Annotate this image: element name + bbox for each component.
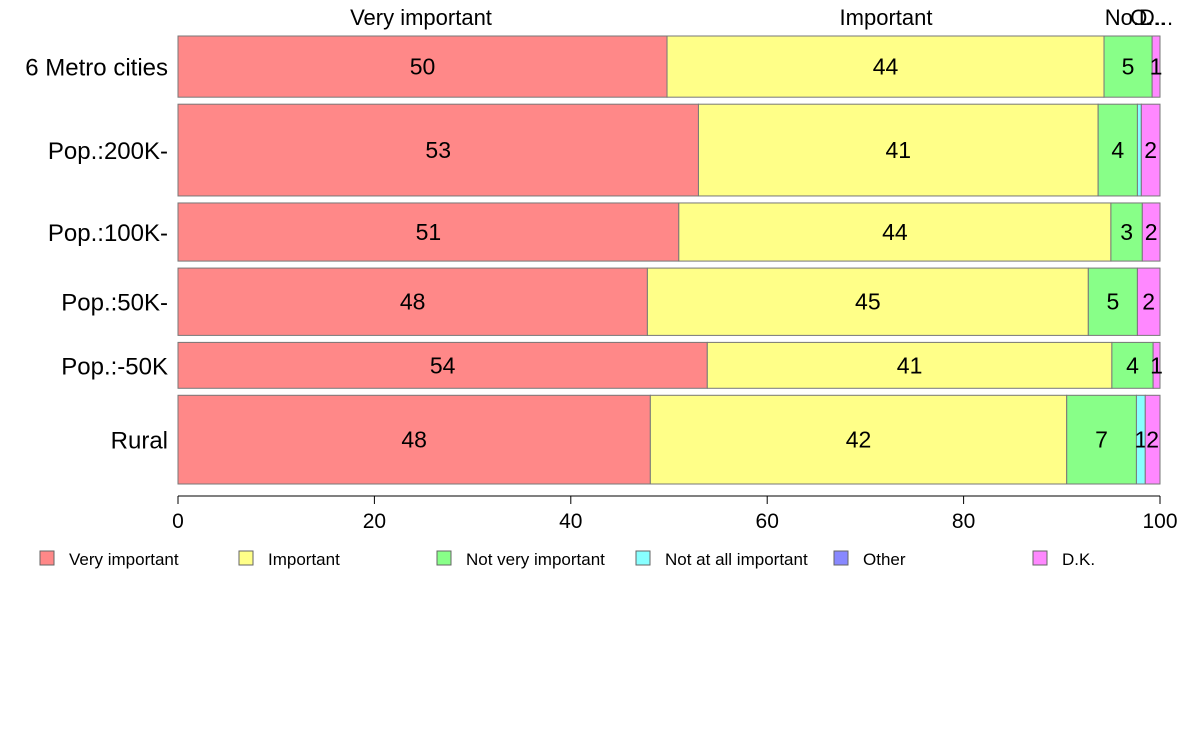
data-label: 48 (401, 427, 427, 453)
bar-segment (177, 394, 651, 485)
data-label: 50 (410, 54, 436, 80)
legend: Very important Important Not very importan… (39, 550, 1095, 569)
bars: 50 44 5 153 41 4 251 44 3 248 45 5 254 41 4 148 42 7 12 (177, 35, 1163, 485)
x-tick-label: 0 (172, 510, 184, 533)
row-label: Pop.:50K- (61, 290, 168, 317)
legend-label: Very important (69, 550, 179, 569)
data-label: 41 (886, 137, 912, 163)
bar-segment (177, 103, 699, 197)
legend-label: Not at all important (665, 550, 808, 569)
row-label: Rural (111, 428, 168, 455)
bar-segment (1097, 103, 1138, 197)
data-label: 7 (1095, 427, 1108, 453)
bar-segment (1136, 103, 1142, 197)
data-label: 2 (1142, 289, 1155, 315)
legend-swatch (436, 550, 452, 566)
bar-segment (1152, 341, 1161, 389)
bar-segment (649, 394, 1068, 485)
bar-segment (177, 341, 708, 389)
top-category-label: D... (1139, 5, 1173, 30)
legend-swatch (1032, 550, 1048, 566)
row-label: Pop.:100K- (48, 220, 168, 247)
legend-swatch (833, 550, 849, 566)
data-label: 1 (1150, 352, 1163, 378)
legend-item: Not very important (436, 550, 605, 569)
data-label: 53 (425, 137, 451, 163)
data-label: 48 (400, 289, 426, 315)
legend-label: Important (268, 550, 340, 569)
data-label: 2 (1145, 219, 1158, 245)
row-label: 6 Metro cities (25, 55, 168, 82)
row-label: Pop.:200K- (48, 138, 168, 165)
data-label: 4 (1111, 137, 1124, 163)
top-category-label: Very important (350, 5, 492, 30)
bar-segment (678, 202, 1112, 262)
data-label: 42 (846, 427, 872, 453)
bar-segment (1144, 394, 1161, 485)
legend-item: Important (238, 550, 340, 569)
bar-segment (1140, 103, 1161, 197)
x-axis: 0 20 40 60 80 100 (172, 495, 1178, 533)
bar-segment (1111, 341, 1154, 389)
bar-segment (177, 202, 680, 262)
x-tick-label: 20 (363, 510, 386, 533)
bar-segment (646, 267, 1089, 336)
data-label: 51 (416, 219, 442, 245)
bar-segment (697, 103, 1099, 197)
data-label: 3 (1120, 219, 1133, 245)
legend-item: Very important (39, 550, 179, 569)
legend-swatch (238, 550, 254, 566)
x-tick-label: 100 (1142, 510, 1177, 533)
legend-label: Other (863, 550, 906, 569)
bar-segment (1110, 202, 1143, 262)
bar-segment (706, 341, 1113, 389)
data-label: 41 (897, 352, 923, 378)
data-label: 5 (1106, 289, 1119, 315)
legend-label: Not very important (466, 550, 605, 569)
data-label: 44 (873, 54, 899, 80)
data-label: 1 (1150, 54, 1163, 80)
bar-segment (1066, 394, 1137, 485)
bar-segment (1151, 35, 1161, 98)
data-label: 4 (1126, 352, 1139, 378)
top-category-labels: Very important Important No...O...D... (350, 5, 1173, 30)
bar-segment (1136, 267, 1161, 336)
legend-label: D.K. (1062, 550, 1095, 569)
legend-item: D.K. (1032, 550, 1095, 569)
data-label: 5 (1122, 54, 1135, 80)
data-label: 45 (855, 289, 881, 315)
data-label: 44 (882, 219, 908, 245)
legend-swatch (39, 550, 55, 566)
bar-segment (1141, 202, 1161, 262)
x-tick-label: 40 (559, 510, 582, 533)
legend-item: Not at all important (635, 550, 808, 569)
legend-swatch (635, 550, 651, 566)
top-category-label: Important (840, 5, 933, 30)
top-category-label: No... (1105, 5, 1151, 30)
legend-item: Other (833, 550, 906, 569)
row-label: Pop.:-50K (61, 353, 168, 380)
row-labels: 6 Metro cities Pop.:200K- Pop.:100K- Pop.:5… (25, 55, 168, 455)
x-tick-label: 80 (952, 510, 975, 533)
data-label: 2 (1146, 427, 1159, 453)
top-category-label: O... (1130, 5, 1165, 30)
bar-segment (177, 35, 668, 98)
data-label: 54 (430, 352, 456, 378)
data-label: 2 (1144, 137, 1157, 163)
data-label: 1 (1134, 427, 1147, 453)
x-tick-label: 60 (756, 510, 779, 533)
